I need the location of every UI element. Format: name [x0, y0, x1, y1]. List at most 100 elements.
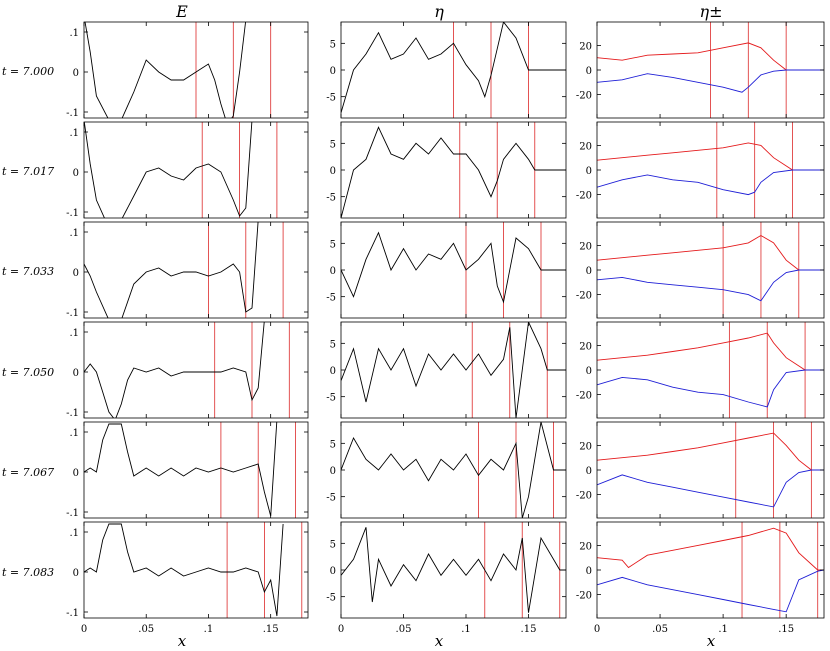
y-tick-label: -.1 [66, 508, 79, 519]
y-tick-label: 0 [73, 268, 79, 279]
x-axis-label-eta-pm: x [707, 632, 716, 650]
y-tick-label: -20 [576, 191, 592, 202]
panel-eta-2: -5 0 5 [326, 121, 567, 219]
series-line-1 [84, 422, 278, 517]
y-tick-label: 5 [330, 339, 336, 350]
panel-eta-pm-6: -20 0 20 0 .05 .1 .15 [576, 521, 825, 635]
y-tick-label: 20 [579, 341, 592, 352]
panel-eta-pm-1: -20 0 20 [576, 21, 825, 119]
series-line-2 [597, 69, 824, 93]
row-labels: t = 7.000 t = 7.017 t = 7.033 t = 7.050 … [2, 65, 54, 579]
y-tick-label: 20 [579, 441, 592, 452]
series-line-1 [597, 42, 824, 71]
series-line-1 [597, 527, 824, 571]
x-tick-label: 0 [594, 624, 600, 635]
panel-eta-1: -5 0 5 [326, 21, 567, 119]
panel-frame [83, 121, 309, 219]
y-tick-label: 5 [330, 539, 336, 550]
x-tick-label: 0 [338, 624, 344, 635]
y-tick-label: 0 [330, 566, 336, 577]
y-tick-label: -5 [326, 393, 336, 404]
panel-frame [596, 421, 825, 519]
panels: -.10.1-.10.1-.10.1-.10.1-.10.1-.10.10.05… [66, 21, 825, 635]
y-tick-label: -5 [326, 193, 336, 204]
column-title-e: E [175, 2, 188, 21]
series-line-1 [597, 142, 824, 171]
y-tick-label: -20 [576, 491, 592, 502]
column-title-eta: η [434, 2, 444, 21]
y-tick-label: 0 [586, 266, 592, 277]
y-tick-label: 0 [73, 68, 79, 79]
y-tick-label: 0 [330, 166, 336, 177]
y-tick-label: .1 [69, 128, 79, 139]
panel-eta-6: -5 0 5 0 .05 .1 .15 [326, 521, 567, 635]
series-line-1 [341, 126, 566, 218]
x-tick-label: .05 [138, 624, 154, 635]
y-tick-label: 20 [579, 141, 592, 152]
y-tick-label: 0 [73, 368, 79, 379]
x-tick-label: .1 [204, 624, 214, 635]
y-tick-label: -.1 [66, 308, 79, 319]
y-tick-label: -.1 [66, 208, 79, 219]
series-line-1 [341, 231, 566, 304]
row-label-4: t = 7.050 [2, 366, 54, 379]
y-tick-label: -20 [576, 291, 592, 302]
y-tick-label: 0 [330, 466, 336, 477]
panel-frame [83, 421, 309, 519]
panel-eta-pm-2: -20 0 20 [576, 121, 825, 219]
row-label-3: t = 7.033 [2, 265, 54, 278]
y-tick-label: 0 [586, 166, 592, 177]
column-title-eta-pm: η± [700, 2, 723, 21]
x-tick-label: .15 [778, 624, 794, 635]
series-line-1 [341, 322, 566, 418]
row-label-6: t = 7.083 [2, 566, 54, 579]
panel-e-4: -.1 0 .1 [66, 321, 309, 419]
panel-eta-5: -5 0 5 [326, 421, 567, 519]
series-line-1 [597, 432, 824, 471]
series-line-2 [597, 569, 824, 613]
panel-frame [83, 321, 309, 419]
series-line-1 [597, 332, 824, 371]
series-line-1 [341, 422, 566, 518]
series-line-2 [597, 369, 824, 408]
panel-eta-3: -5 0 5 [326, 221, 567, 319]
y-tick-label: 0 [586, 566, 592, 577]
panel-e-5: -.1 0 .1 [66, 421, 309, 519]
y-tick-label: 5 [330, 439, 336, 450]
y-tick-label: 0 [73, 468, 79, 479]
series-line-1 [84, 222, 259, 318]
x-tick-label: 0 [81, 624, 87, 635]
y-tick-label: -5 [326, 593, 336, 604]
x-tick-label: .15 [521, 624, 537, 635]
series-line-1 [84, 523, 284, 617]
panel-frame [596, 221, 825, 319]
x-axis-labels: x x x [178, 632, 716, 650]
y-tick-label: 0 [73, 568, 79, 579]
panel-e-6: -.10.10.05.1.15 [66, 521, 309, 635]
y-tick-label: 0 [330, 266, 336, 277]
y-tick-label: 0 [330, 366, 336, 377]
y-tick-label: .1 [69, 428, 79, 439]
y-tick-label: .1 [69, 328, 79, 339]
y-tick-label: -20 [576, 91, 592, 102]
panel-eta-pm-4: -20 0 20 [576, 321, 825, 419]
row-label-1: t = 7.000 [2, 65, 54, 78]
panel-e-2: -.1 0 .1 [66, 121, 309, 219]
series-line-1 [341, 527, 566, 613]
row-label-5: t = 7.067 [2, 466, 54, 479]
y-tick-label: 20 [579, 541, 592, 552]
panel-frame [340, 321, 567, 419]
series-line-1 [84, 22, 247, 118]
panel-e-1: -.1 0 .1 [66, 21, 309, 119]
column-titles: E η η± [175, 2, 722, 21]
y-tick-label: -.1 [66, 408, 79, 419]
x-tick-label: .1 [718, 624, 728, 635]
panel-frame [83, 521, 309, 619]
y-tick-label: 0 [586, 366, 592, 377]
panel-frame [340, 221, 567, 319]
y-tick-label: -20 [576, 591, 592, 602]
y-tick-label: 0 [586, 466, 592, 477]
y-tick-label: -.1 [66, 108, 79, 119]
panel-frame [596, 321, 825, 419]
